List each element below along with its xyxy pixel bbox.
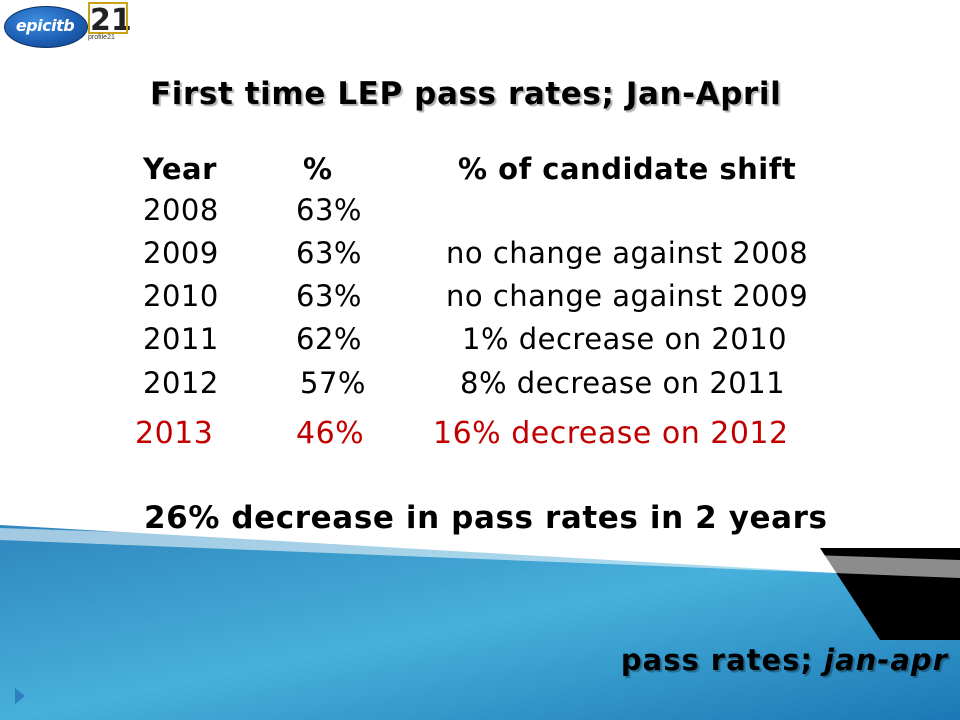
row-percent: 63%	[296, 193, 362, 227]
row-year: 2008	[143, 193, 219, 227]
epicitb-logo: epicitb	[4, 6, 88, 48]
triangle-bullet-icon	[15, 688, 25, 704]
epicitb-logo-text: epicitb	[15, 16, 75, 35]
footer-text: pass rates;	[620, 643, 825, 677]
footer-italic-text: jan-apr	[824, 643, 948, 677]
row-year: 2010	[143, 279, 219, 313]
row-percent-highlight: 46%	[296, 416, 365, 451]
profile21-mark-icon: 21	[88, 2, 132, 38]
row-percent: 63%	[296, 279, 362, 313]
profile21-caption: profile21	[88, 34, 115, 41]
profile21-logo: 21 profile21	[88, 2, 132, 52]
row-percent: 62%	[296, 322, 362, 356]
header-year: Year	[143, 152, 217, 186]
row-year: 2009	[143, 236, 219, 270]
row-year-highlight: 2013	[135, 416, 214, 451]
row-percent: 63%	[296, 236, 362, 270]
row-year: 2011	[143, 322, 219, 356]
header-percent: %	[303, 152, 333, 186]
footer-caption: pass rates; jan-apr	[621, 643, 948, 677]
header-candidate-shift: % of candidate shift	[458, 152, 797, 186]
epicitb-logo-oval	[4, 6, 88, 48]
row-shift: no change against 2008	[446, 236, 809, 270]
slide-title: First time LEP pass rates; Jan-April	[150, 76, 782, 112]
row-shift: no change against 2009	[446, 279, 809, 313]
row-year: 2012	[143, 366, 219, 400]
row-shift-highlight: 16% decrease on 2012	[433, 416, 789, 451]
row-shift: 8% decrease on 2011	[460, 366, 786, 400]
row-percent: 57%	[300, 366, 366, 400]
profile21-mark: 21	[90, 3, 130, 36]
row-shift: 1% decrease on 2010	[462, 322, 788, 356]
summary-statement: 26% decrease in pass rates in 2 years	[144, 500, 828, 536]
